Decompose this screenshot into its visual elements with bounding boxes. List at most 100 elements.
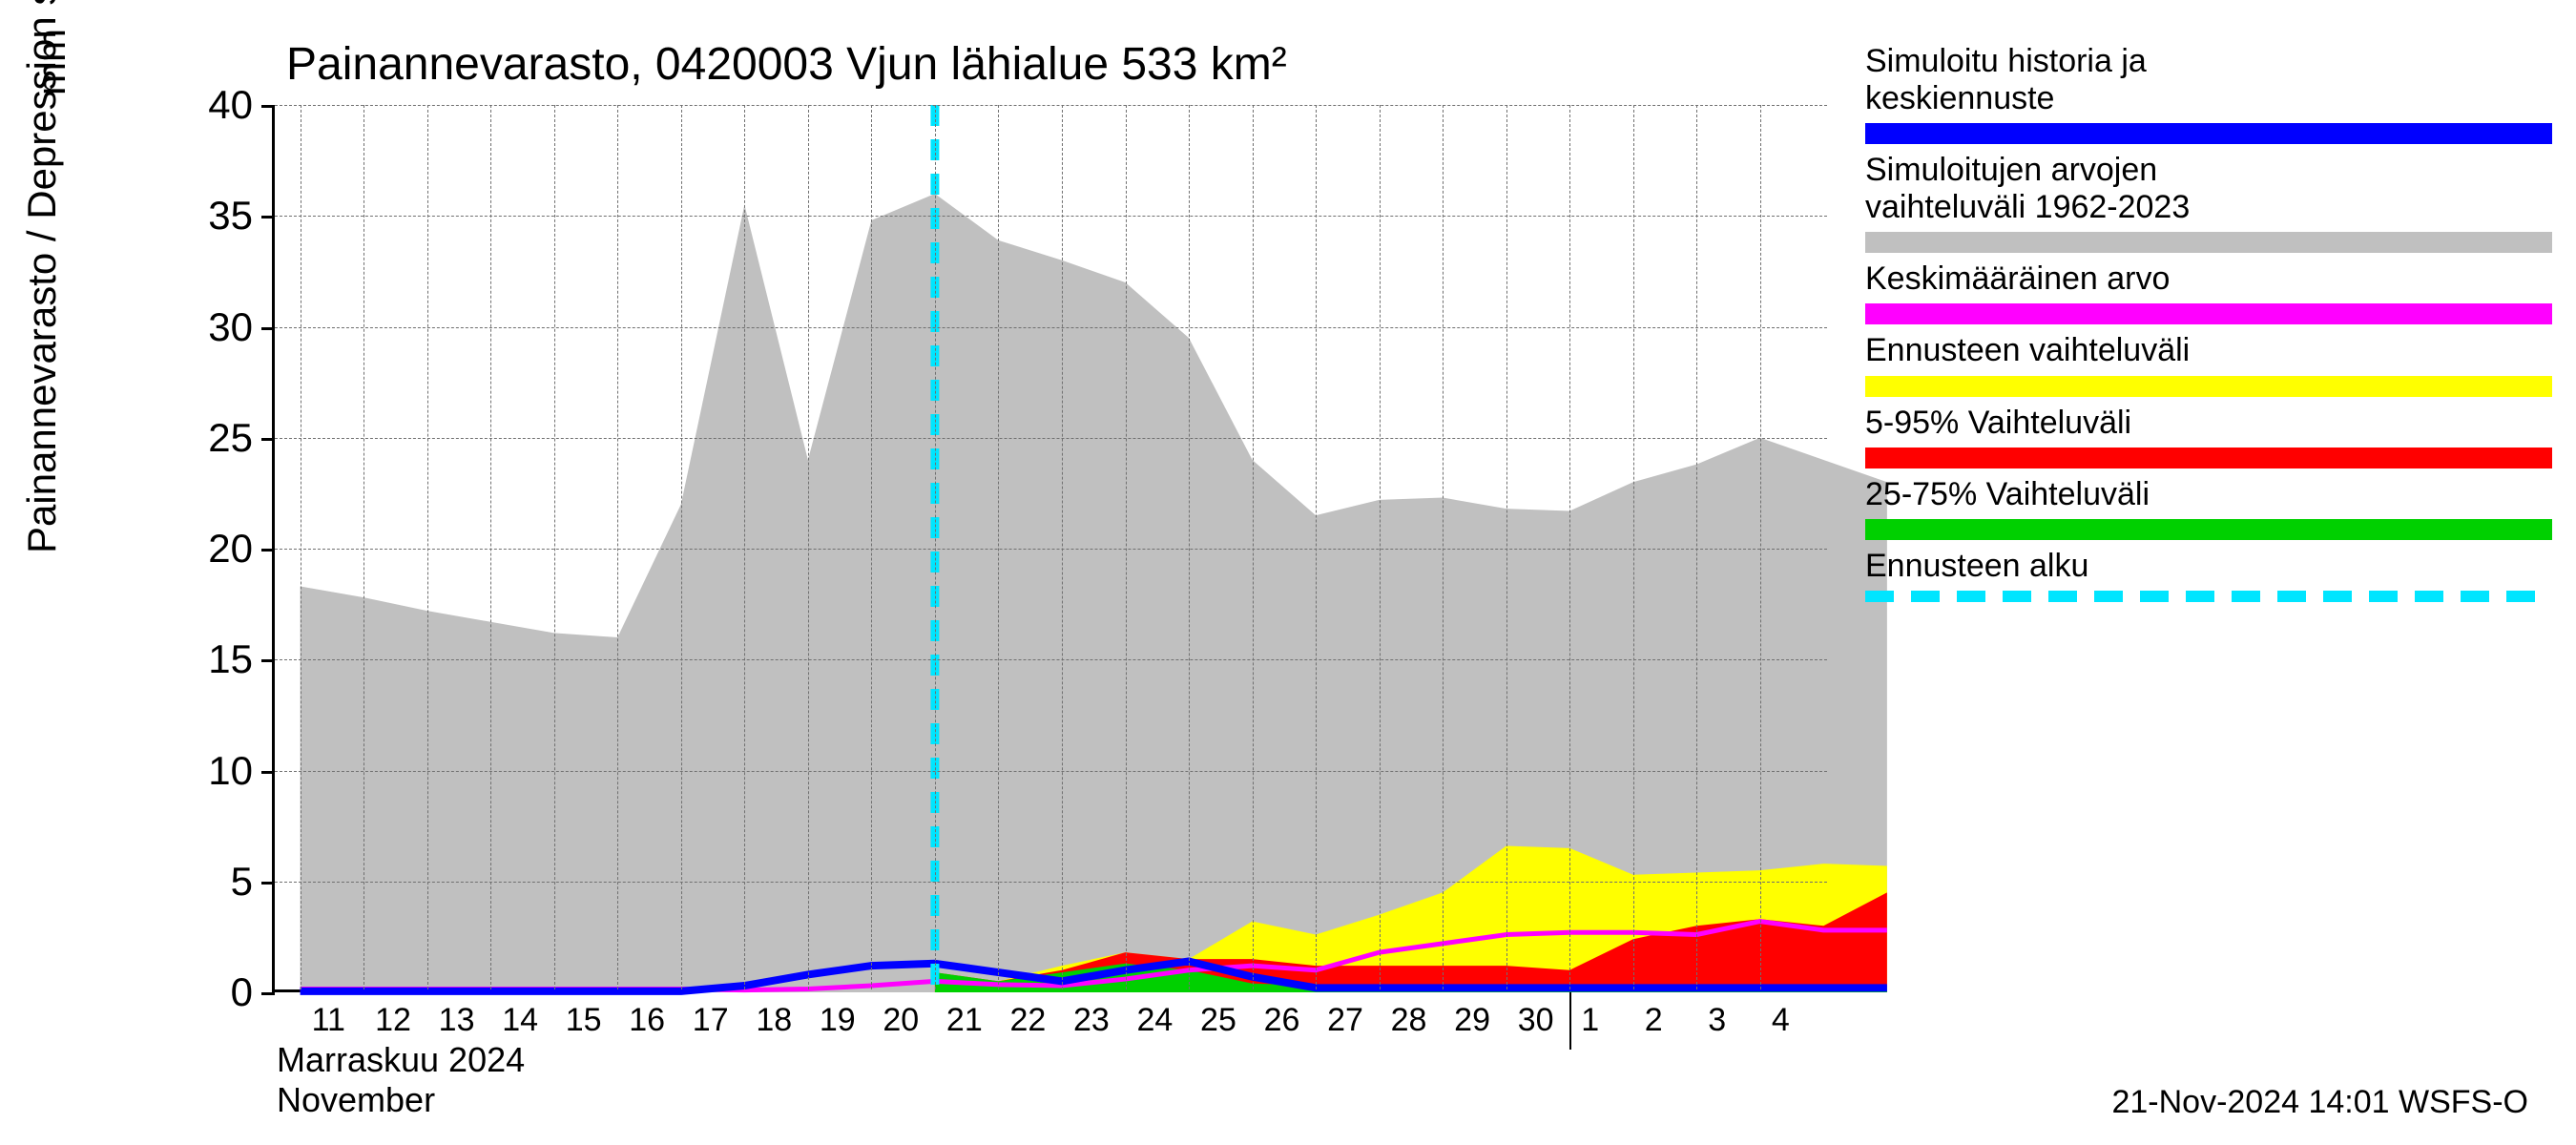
legend: Simuloitu historia jakeskiennusteSimuloi… — [1865, 43, 2552, 610]
grid-line-horizontal — [275, 438, 1827, 439]
x-tick-label: 30 — [1518, 1002, 1554, 1039]
legend-swatch — [1865, 448, 2552, 468]
legend-item: 5-95% Vaihteluväli — [1865, 405, 2552, 468]
plot-area: 1112131415161718192021222324252627282930… — [272, 105, 1827, 992]
y-tick-mark — [261, 659, 275, 662]
grid-line-vertical — [935, 105, 936, 989]
y-tick-mark — [261, 105, 275, 108]
legend-item: Keskimääräinen arvo — [1865, 260, 2552, 324]
grid-line-vertical — [744, 105, 745, 989]
x-tick-label: 27 — [1327, 1002, 1363, 1039]
x-axis-month-fi: Marraskuu 2024 — [277, 1040, 525, 1080]
x-tick-label: 13 — [439, 1002, 475, 1039]
x-tick-label: 24 — [1137, 1002, 1174, 1039]
legend-item: Ennusteen alku — [1865, 548, 2552, 602]
grid-line-horizontal — [275, 105, 1827, 106]
y-axis-unit: mm — [29, 29, 74, 95]
y-tick-mark — [261, 216, 275, 219]
legend-item: 25-75% Vaihteluväli — [1865, 476, 2552, 540]
grid-line-horizontal — [275, 882, 1827, 883]
legend-item: Simuloitujen arvojenvaihteluväli 1962-20… — [1865, 152, 2552, 253]
x-tick-label: 22 — [1009, 1002, 1046, 1039]
grid-line-vertical — [871, 105, 872, 989]
grid-line-horizontal — [275, 659, 1827, 660]
x-tick-label: 26 — [1264, 1002, 1300, 1039]
x-tick-label: 17 — [693, 1002, 729, 1039]
grid-line-vertical — [681, 105, 682, 989]
legend-label: Keskimääräinen arvo — [1865, 260, 2552, 298]
grid-line-vertical — [1253, 105, 1254, 989]
grid-line-vertical — [1569, 105, 1570, 989]
legend-swatch — [1865, 591, 2552, 602]
legend-label: Simuloitu historia ja — [1865, 43, 2552, 80]
x-tick-label: 23 — [1073, 1002, 1110, 1039]
y-tick-label: 0 — [157, 969, 253, 1015]
legend-label: 5-95% Vaihteluväli — [1865, 405, 2552, 442]
y-tick-label: 30 — [157, 304, 253, 350]
grid-line-vertical — [1062, 105, 1063, 989]
chart-container: Painannevarasto, 0420003 Vjun lähialue 5… — [0, 0, 2576, 1145]
grid-line-vertical — [1126, 105, 1127, 989]
y-tick-label: 5 — [157, 859, 253, 905]
grid-line-horizontal — [275, 327, 1827, 328]
x-tick-label: 3 — [1708, 1002, 1726, 1039]
grid-line-vertical — [1316, 105, 1317, 989]
x-tick-label: 25 — [1200, 1002, 1236, 1039]
legend-swatch — [1865, 123, 2552, 144]
x-tick-label: 1 — [1581, 1002, 1599, 1039]
x-tick-label: 4 — [1772, 1002, 1790, 1039]
legend-swatch — [1865, 376, 2552, 397]
x-tick-label: 29 — [1454, 1002, 1490, 1039]
x-tick-label: 16 — [629, 1002, 665, 1039]
grid-line-vertical — [1189, 105, 1190, 989]
grid-line-vertical — [998, 105, 999, 989]
legend-label: keskiennuste — [1865, 80, 2552, 117]
y-tick-label: 15 — [157, 636, 253, 682]
x-tick-label: 19 — [820, 1002, 856, 1039]
y-tick-mark — [261, 992, 275, 995]
grid-line-vertical — [554, 105, 555, 989]
x-tick-label: 12 — [375, 1002, 411, 1039]
historical-range-area — [301, 194, 1887, 992]
legend-swatch — [1865, 519, 2552, 540]
grid-line-horizontal — [275, 549, 1827, 550]
x-tick-label: 21 — [946, 1002, 983, 1039]
x-tick-label: 2 — [1645, 1002, 1663, 1039]
x-tick-label: 28 — [1391, 1002, 1427, 1039]
legend-item: Simuloitu historia jakeskiennuste — [1865, 43, 2552, 144]
grid-line-vertical — [1760, 105, 1761, 989]
y-tick-label: 35 — [157, 193, 253, 239]
grid-line-vertical — [1633, 105, 1634, 989]
legend-swatch — [1865, 303, 2552, 324]
legend-item: Ennusteen vaihteluväli — [1865, 332, 2552, 396]
chart-title: Painannevarasto, 0420003 Vjun lähialue 5… — [286, 38, 1287, 91]
grid-line-vertical — [490, 105, 491, 989]
legend-label: Ennusteen alku — [1865, 548, 2552, 585]
legend-swatch — [1865, 232, 2552, 253]
y-tick-label: 20 — [157, 526, 253, 572]
x-tick-label: 20 — [883, 1002, 919, 1039]
legend-label: vaihteluväli 1962-2023 — [1865, 189, 2552, 226]
y-tick-mark — [261, 438, 275, 441]
y-tick-mark — [261, 882, 275, 885]
y-tick-mark — [261, 327, 275, 330]
timestamp-label: 21-Nov-2024 14:01 WSFS-O — [2111, 1084, 2528, 1121]
legend-label: Ennusteen vaihteluväli — [1865, 332, 2552, 369]
x-tick-label: 14 — [502, 1002, 538, 1039]
grid-line-vertical — [1443, 105, 1444, 989]
y-tick-mark — [261, 771, 275, 774]
month-divider — [1569, 992, 1571, 1050]
legend-label: 25-75% Vaihteluväli — [1865, 476, 2552, 513]
grid-line-horizontal — [275, 216, 1827, 217]
grid-line-vertical — [427, 105, 428, 989]
grid-line-vertical — [617, 105, 618, 989]
grid-line-horizontal — [275, 771, 1827, 772]
grid-line-vertical — [1506, 105, 1507, 989]
x-tick-label: 18 — [756, 1002, 792, 1039]
y-tick-label: 40 — [157, 82, 253, 128]
x-axis-month-en: November — [277, 1080, 435, 1120]
legend-label: Simuloitujen arvojen — [1865, 152, 2552, 189]
grid-line-vertical — [808, 105, 809, 989]
grid-line-vertical — [1380, 105, 1381, 989]
y-tick-mark — [261, 549, 275, 552]
